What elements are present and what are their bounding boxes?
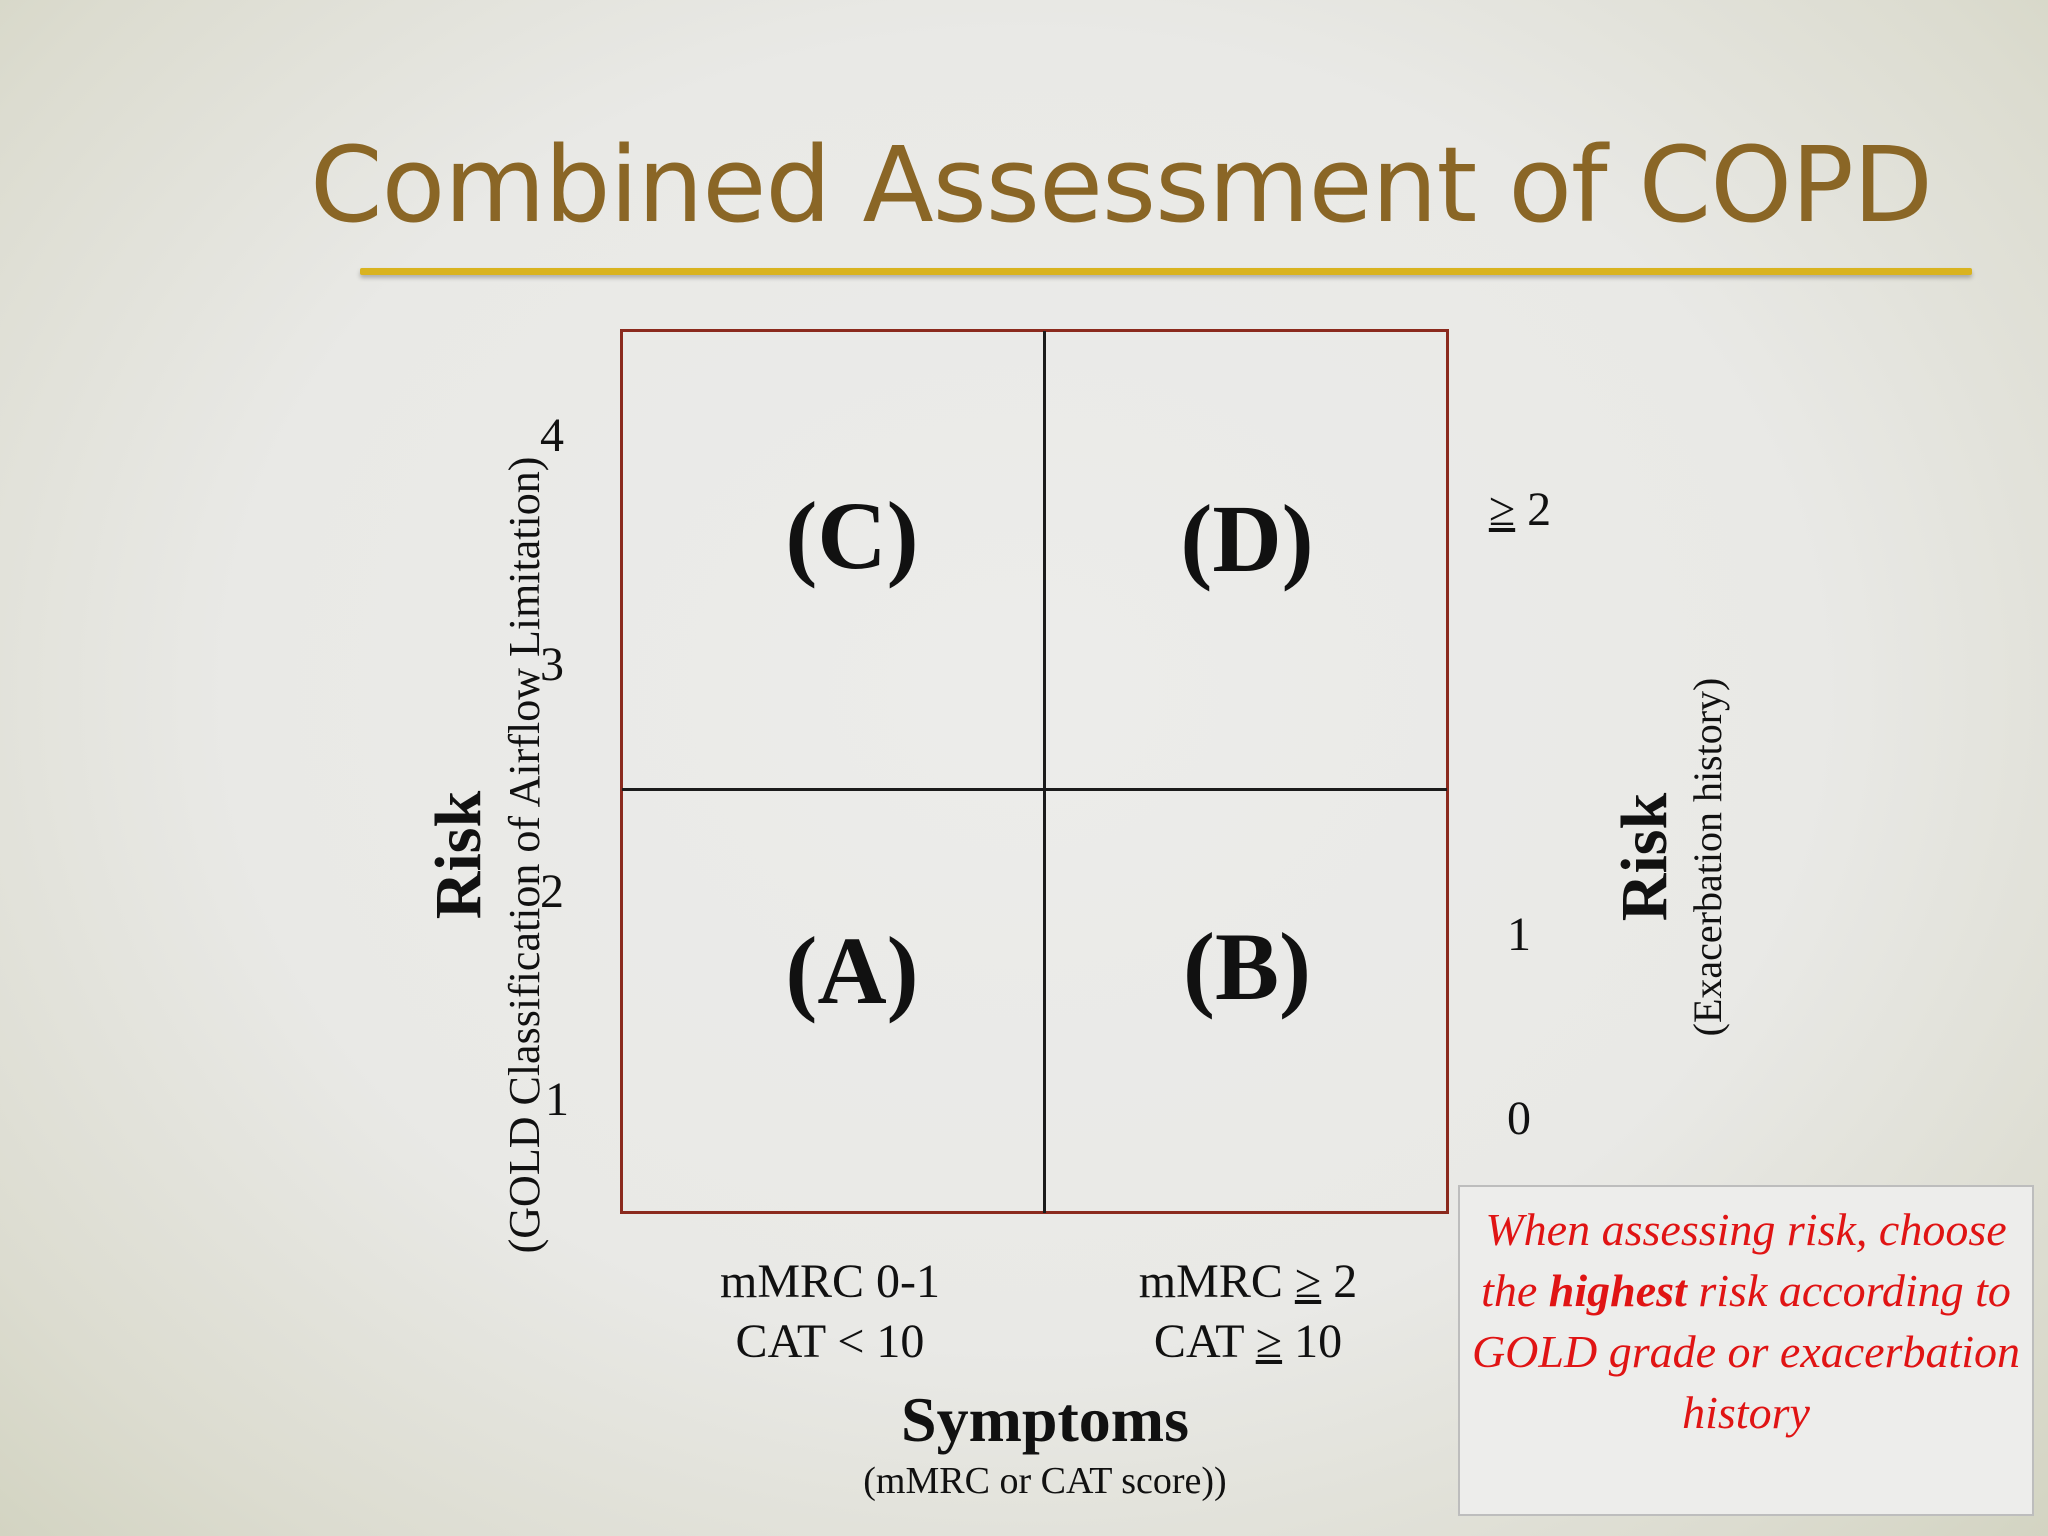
right-tick-high-symbol: ≥ xyxy=(1488,483,1516,536)
slide-title: Combined Assessment of COPD xyxy=(310,124,1933,246)
risk-note-box: When assessing risk, choose the highest … xyxy=(1458,1185,2034,1516)
quadrant-d-label: (D) xyxy=(1180,485,1314,592)
grid-vertical-divider xyxy=(1043,331,1046,1213)
left-tick-3: 3 xyxy=(540,638,564,691)
left-tick-4: 4 xyxy=(540,409,564,462)
left-tick-1: 1 xyxy=(545,1073,569,1126)
quadrant-a-label: (A) xyxy=(785,917,919,1024)
right-axis-subtitle: (Exacerbation history) xyxy=(1685,677,1730,1037)
symptoms-subtitle: (mMRC or CAT score)) xyxy=(863,1460,1227,1502)
symptoms-title: Symptoms xyxy=(900,1384,1190,1455)
right-tick-0: 0 xyxy=(1507,1092,1531,1145)
col1-cat: CAT < 10 xyxy=(735,1315,925,1368)
quadrant-c-label: (C) xyxy=(785,482,919,589)
col2-mmrc-prefix: mMRC xyxy=(1138,1255,1295,1308)
col2-cat: CAT ≥ 10 xyxy=(1038,1312,1458,1372)
quadrant-b-label: (B) xyxy=(1183,913,1311,1020)
col2-cat-value: 10 xyxy=(1282,1315,1343,1368)
right-tick-high-value: 2 xyxy=(1515,483,1552,536)
col1-mmrc: mMRC 0-1 xyxy=(719,1255,941,1308)
left-axis-label: Risk (GOLD Classification of Airflow Lim… xyxy=(420,405,620,1305)
note-emphasis: highest xyxy=(1548,1265,1687,1316)
right-axis-title: Risk xyxy=(1608,792,1681,922)
title-underline xyxy=(360,268,1972,275)
grid-horizontal-divider xyxy=(622,788,1447,791)
right-tick-1: 1 xyxy=(1507,908,1531,961)
symptom-column-high: mMRC ≥ 2 CAT ≥ 10 xyxy=(1038,1252,1458,1372)
right-tick-high: ≥ 2 xyxy=(1460,482,1580,537)
col2-mmrc: mMRC ≥ 2 xyxy=(1038,1252,1458,1312)
note-text-1: When assessing risk, choose the xyxy=(1481,1204,2007,1316)
quadrant-grid xyxy=(620,329,1449,1214)
left-tick-2: 2 xyxy=(540,865,564,918)
left-axis-title: Risk xyxy=(422,790,495,920)
col2-cat-symbol: ≥ xyxy=(1255,1315,1283,1368)
note-text-2: risk according to GOLD grade or exacerba… xyxy=(1471,1265,2021,1438)
col2-mmrc-value: 2 xyxy=(1321,1255,1358,1308)
col2-cat-prefix: CAT xyxy=(1153,1315,1256,1368)
left-axis-subtitle: (GOLD Classification of Airflow Limitati… xyxy=(500,456,549,1254)
right-axis-label: Risk (Exacerbation history) xyxy=(1606,557,1766,1157)
col2-mmrc-symbol: ≥ xyxy=(1294,1255,1322,1308)
symptom-column-low: mMRC 0-1 CAT < 10 xyxy=(620,1252,1040,1372)
